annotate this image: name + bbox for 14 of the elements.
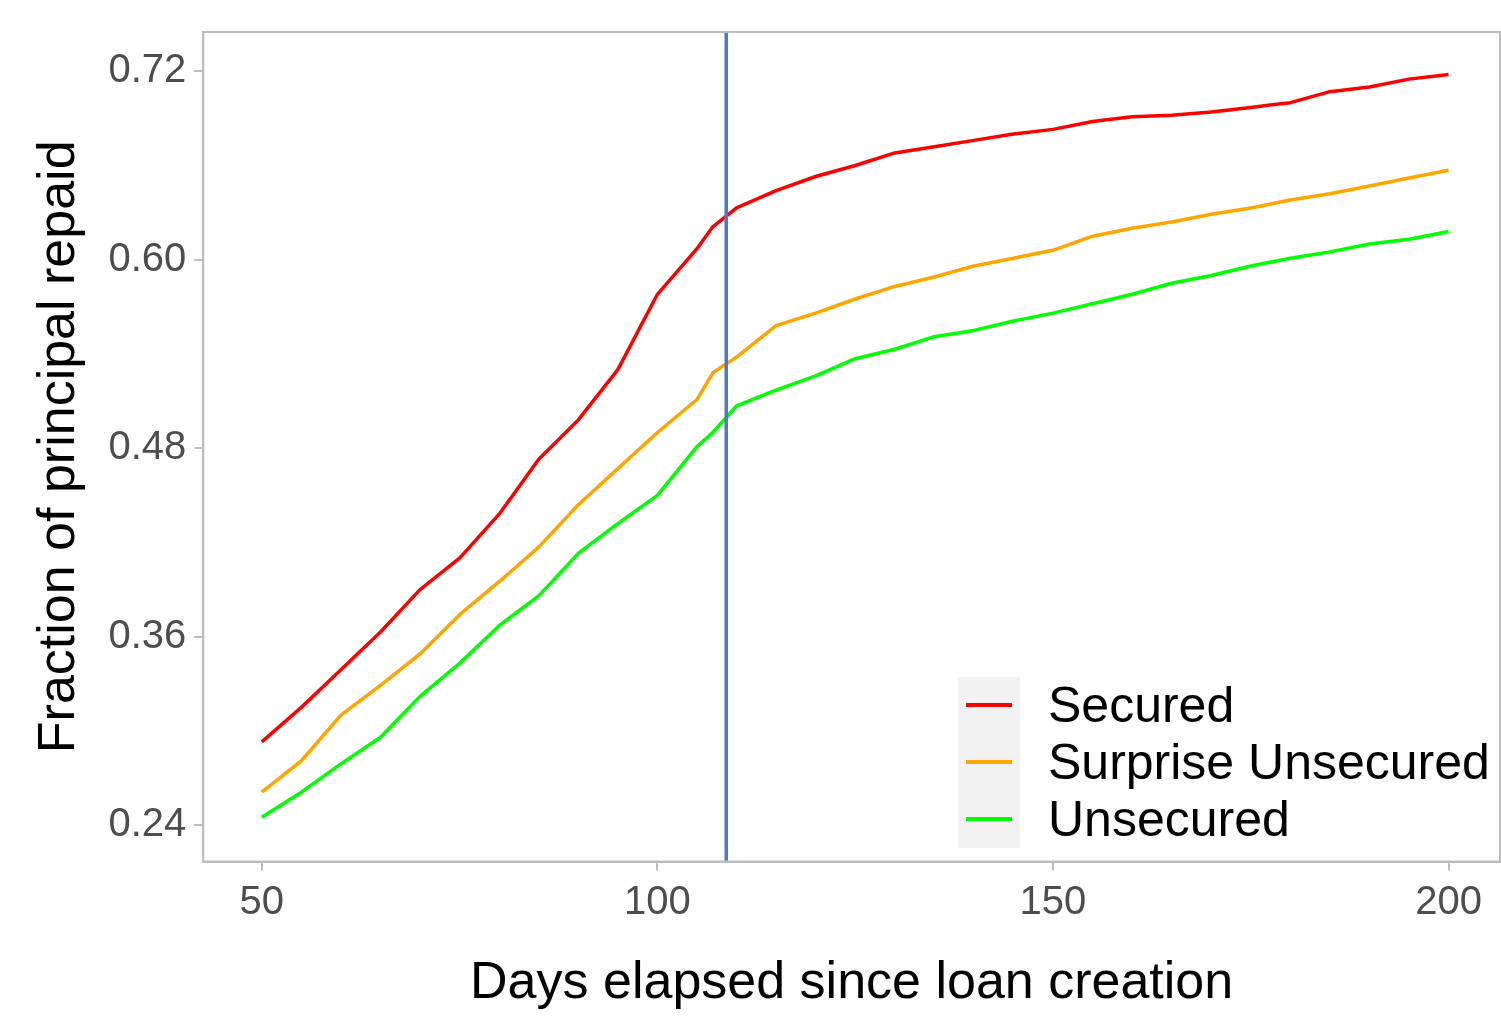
y-tick-label: 0.60: [108, 234, 187, 279]
x-tick-label: 200: [1415, 877, 1482, 922]
x-tick-label: 150: [1019, 877, 1087, 922]
y-tick-label: 0.36: [108, 611, 187, 656]
x-tick-label: 50: [239, 877, 285, 922]
legend-label: Secured: [1048, 676, 1235, 734]
y-tick-label: 0.48: [108, 423, 187, 468]
y-axis-title: Fraction of principal repaid: [26, 140, 85, 754]
y-tick-label: 0.72: [108, 46, 187, 91]
x-axis-title: Days elapsed since loan creation: [470, 951, 1234, 1010]
x-tick-label: 100: [624, 877, 691, 922]
legend-label: Surprise Unsecured: [1048, 733, 1490, 791]
y-tick-label: 0.24: [108, 800, 187, 845]
legend-label: Unsecured: [1048, 790, 1290, 848]
